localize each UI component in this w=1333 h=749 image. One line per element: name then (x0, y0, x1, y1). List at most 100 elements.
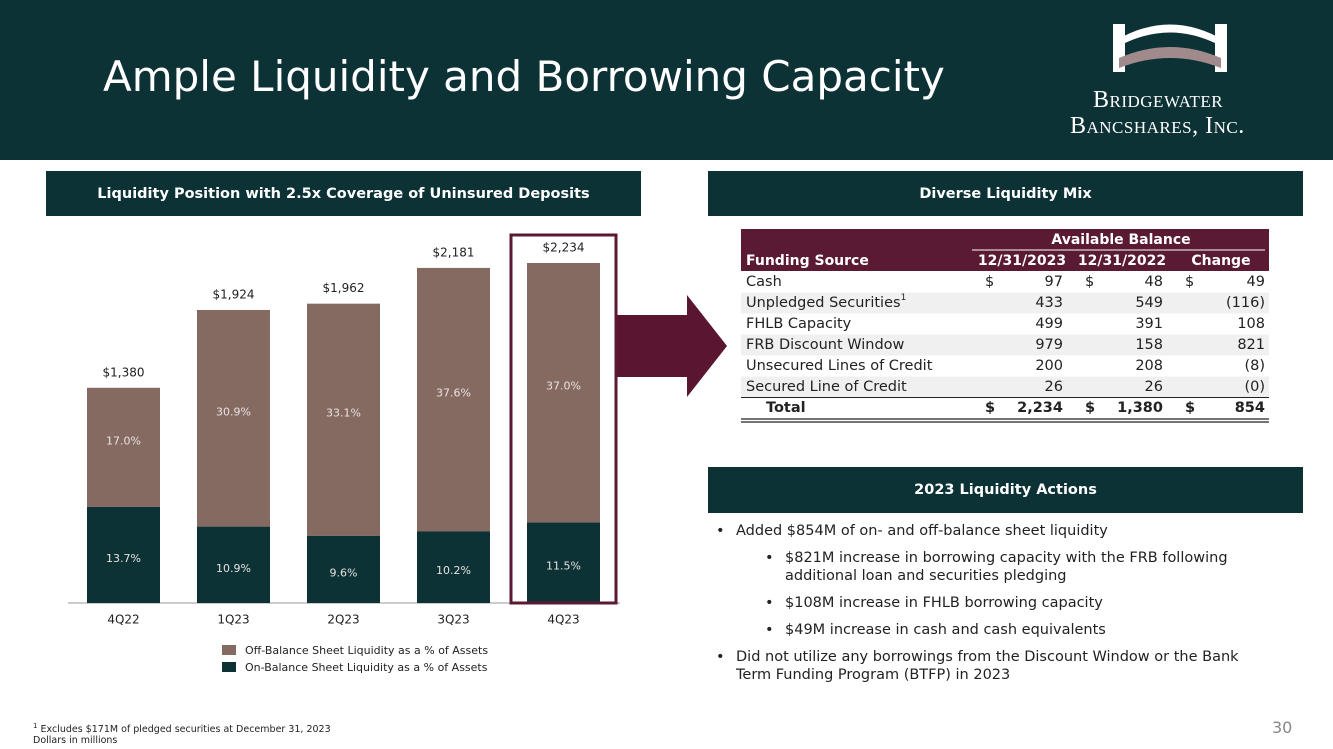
footnote-marker: 1 (33, 722, 38, 730)
row-label: Cash (746, 274, 782, 290)
data-label: 9.6% (330, 566, 358, 579)
cell: 854 (1235, 400, 1265, 416)
bar-segment (197, 526, 270, 603)
cell: 549 (1135, 295, 1163, 311)
bar-segment (417, 531, 490, 603)
row-label-text: FHLB Capacity (746, 316, 852, 332)
cell: 208 (1135, 358, 1163, 374)
bullet: Did not utilize any borrowings from the … (716, 648, 1276, 684)
column-header: 12/31/2023 (978, 253, 1066, 269)
currency: $ (985, 274, 994, 290)
sub-bullet: $821M increase in borrowing capacity wit… (716, 549, 1276, 585)
total-label: $1,380 (103, 365, 145, 379)
legend-label: On-Balance Sheet Liquidity as a % of Ass… (245, 661, 488, 674)
x-tick-label: 3Q23 (437, 613, 469, 627)
data-label: 33.1% (326, 407, 361, 420)
column-header: Change (1191, 253, 1250, 269)
x-tick-label: 2Q23 (327, 613, 359, 627)
total-label: $2,181 (433, 245, 475, 259)
row-label-text: Unsecured Lines of Credit (746, 358, 933, 374)
row-label-text: Cash (746, 274, 782, 290)
x-tick-label: 4Q22 (107, 613, 139, 627)
row-bg (741, 292, 1269, 314)
data-label: 10.9% (216, 562, 251, 575)
bar-segment (417, 267, 490, 532)
currency: $ (1085, 274, 1094, 290)
row-label-text: FRB Discount Window (746, 337, 905, 353)
currency: $ (985, 400, 995, 416)
data-label: 11.5% (546, 560, 581, 573)
column-header: Funding Source (746, 253, 869, 269)
row-label: Unpledged Securities1 (746, 293, 906, 312)
cell: 2,234 (1017, 400, 1063, 416)
cell: 48 (1145, 274, 1163, 290)
row-label-text: Total (766, 400, 806, 416)
cell: 979 (1035, 337, 1063, 353)
table: Available Balance Funding Source 12/31/202… (741, 229, 1269, 423)
footnote: Dollars in millions (33, 735, 118, 746)
currency: $ (1185, 274, 1194, 290)
section-header: Diverse Liquidity Mix (708, 171, 1303, 216)
cell: 26 (1045, 379, 1063, 395)
data-label: 37.6% (436, 387, 471, 400)
group-header: Available Balance (1051, 232, 1190, 248)
x-tick-label: 1Q23 (217, 613, 249, 627)
data-label: 17.0% (106, 434, 141, 447)
total-label: $1,924 (213, 287, 255, 301)
logo-mark (1113, 24, 1227, 72)
cell: 433 (1035, 295, 1063, 311)
row-label: Total (766, 400, 806, 416)
bar-segment (87, 506, 160, 603)
cell: 26 (1145, 379, 1163, 395)
legend-label: Off-Balance Sheet Liquidity as a % of As… (245, 644, 488, 657)
cell: 97 (1045, 274, 1063, 290)
row-label: FHLB Capacity (746, 316, 852, 332)
chart: 13.7% 17.0% $1,380 4Q22 10.9% 30.9% $1,924 1Q23… (68, 233, 620, 674)
section-header: 2023 Liquidity Actions (708, 467, 1303, 513)
data-label: 30.9% (216, 405, 251, 418)
logo-text: Bridgewater (1093, 87, 1224, 113)
cell: (0) (1244, 379, 1265, 395)
data-label: 37.0% (546, 380, 581, 393)
cell: 821 (1237, 337, 1265, 353)
sub-bullet: $49M increase in cash and cash equivalen… (716, 621, 1276, 639)
bar-segment (527, 263, 600, 523)
currency: $ (1185, 400, 1195, 416)
footnote-text: Excludes $171M of pledged securities at … (40, 724, 331, 736)
row-label-text: Secured Line of Credit (746, 379, 907, 395)
x-tick-label: 4Q23 (547, 613, 579, 627)
legend-swatch (222, 662, 236, 672)
bullet-list: Added $854M of on- and off-balance sheet… (716, 522, 1276, 693)
cell: 1,380 (1117, 400, 1163, 416)
data-label: 13.7% (106, 552, 141, 565)
bar-segment (527, 522, 600, 603)
note-marker: 1 (901, 293, 907, 303)
bar-segment (87, 387, 160, 507)
row-bg (741, 376, 1269, 398)
row-label: Unsecured Lines of Credit (746, 358, 933, 374)
row-bg (741, 334, 1269, 356)
sub-bullet: $108M increase in FHLB borrowing capacit… (716, 594, 1276, 612)
header-band (0, 0, 1333, 160)
row-label: FRB Discount Window (746, 337, 905, 353)
row-label: Secured Line of Credit (746, 379, 907, 395)
cell: 499 (1035, 316, 1063, 332)
section-header: Liquidity Position with 2.5x Coverage of… (46, 171, 641, 216)
cell: 158 (1135, 337, 1163, 353)
bullet: Added $854M of on- and off-balance sheet… (716, 522, 1276, 540)
cell: 108 (1237, 316, 1265, 332)
page-number: 30 (1272, 718, 1293, 737)
cell: (8) (1244, 358, 1265, 374)
row-label-text: Unpledged Securities (746, 295, 901, 311)
total-label: $1,962 (323, 281, 365, 295)
cell: 391 (1135, 316, 1163, 332)
total-label: $2,234 (543, 241, 585, 255)
slide-title: Ample Liquidity and Borrowing Capacity (103, 52, 945, 101)
arrow (617, 295, 727, 397)
cell: 200 (1035, 358, 1063, 374)
bar-segment (307, 303, 380, 536)
cell: 49 (1247, 274, 1265, 290)
currency: $ (1085, 400, 1095, 416)
cell: (116) (1226, 295, 1265, 311)
